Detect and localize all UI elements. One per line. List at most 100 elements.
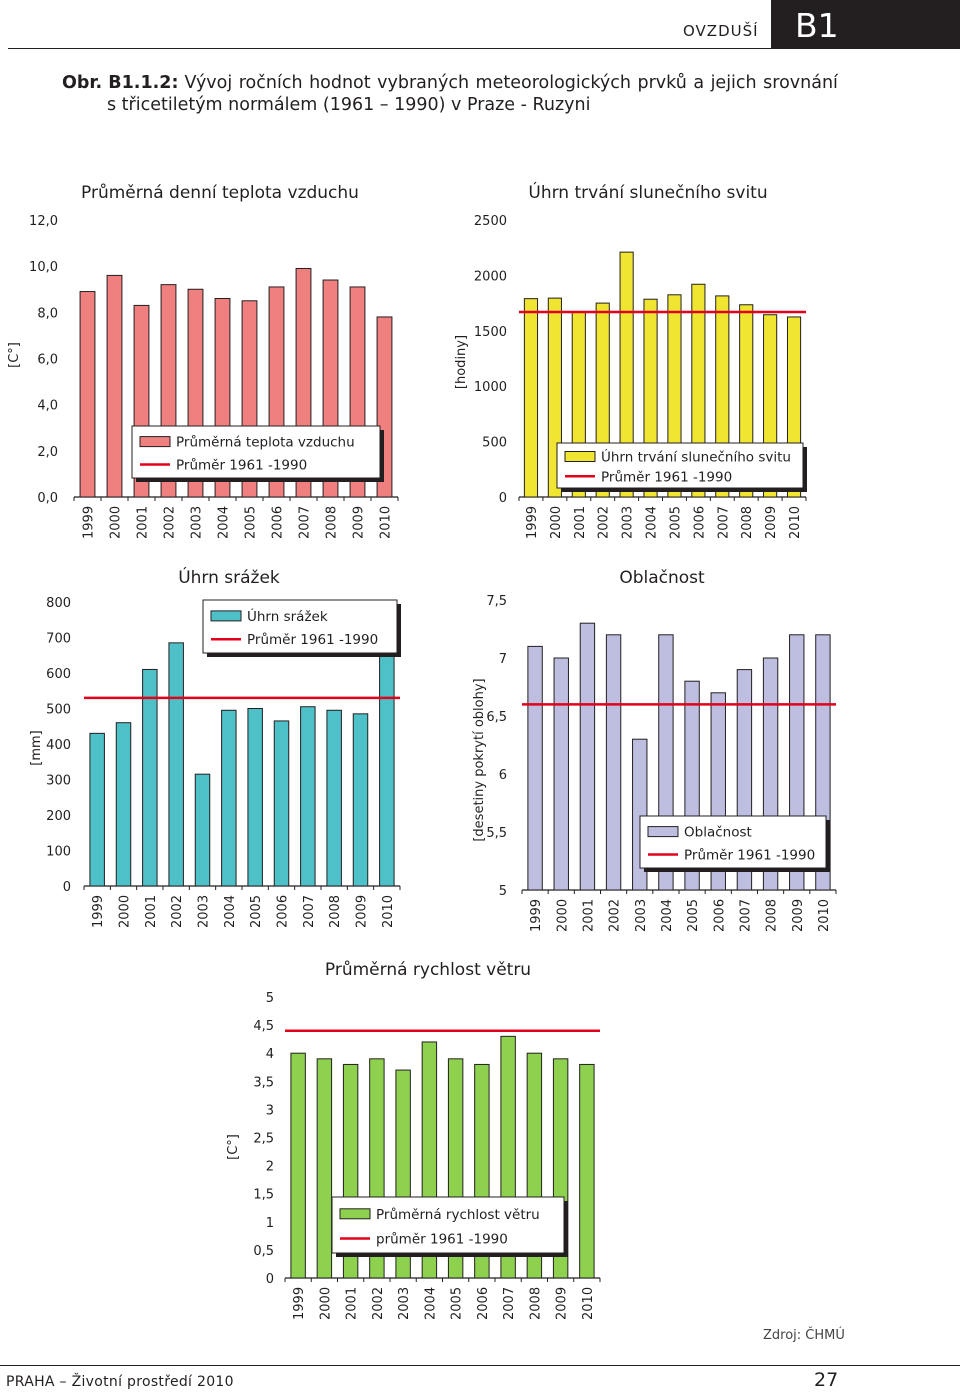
y-tick-label: 2000 [474, 269, 507, 284]
figure-caption: Obr. B1.1.2: Vývoj ročních hodnot vybraný… [62, 72, 838, 116]
chart-title: Průměrná rychlost větru [325, 960, 531, 980]
y-tick-label: 0 [63, 880, 71, 895]
x-tick-label: 2010 [581, 1287, 596, 1320]
page-number: 27 [814, 1369, 839, 1391]
y-tick-label: 0,0 [37, 491, 58, 506]
legend-label-normal: Průměr 1961 -1990 [601, 469, 732, 485]
y-tick-label: 7 [499, 652, 507, 667]
x-tick-label: 2006 [692, 506, 707, 539]
bar [579, 1063, 595, 1279]
legend-swatch-bar [339, 1208, 371, 1220]
y-axis-label: [hodiny] [454, 335, 469, 389]
x-tick-label: 2005 [450, 1287, 465, 1320]
x-tick-label: 2001 [573, 506, 588, 539]
y-tick-label: 10,0 [29, 260, 58, 275]
figure-caption-line-1: Obr. B1.1.2: Vývoj ročních hodnot vybraný… [62, 72, 838, 94]
legend-label-normal: Průměr 1961 -1990 [684, 847, 815, 863]
y-tick-label: 1500 [474, 325, 507, 340]
x-tick-label: 2009 [352, 506, 367, 539]
x-tick-label: 2000 [318, 1287, 333, 1320]
legend-label-series: Oblačnost [684, 825, 752, 841]
bar [290, 1052, 306, 1279]
section-title: OVZDUŠÍ [683, 22, 759, 40]
x-tick-label: 2000 [549, 506, 564, 539]
y-tick-label: 100 [46, 845, 71, 860]
x-tick-label: 2008 [528, 1287, 543, 1320]
x-tick-label: 2007 [302, 895, 317, 928]
x-tick-label: 2007 [298, 506, 313, 539]
y-tick-label: 4,0 [37, 399, 58, 414]
caption-word: ročních [238, 73, 303, 93]
x-tick-label: 2005 [668, 506, 683, 539]
bar [89, 732, 105, 887]
x-tick-label: 2004 [645, 506, 660, 539]
x-tick-label: 2001 [581, 899, 596, 932]
bar [115, 722, 132, 887]
y-tick-label: 7,5 [486, 594, 507, 609]
chapter-badge-label: B1 [795, 6, 839, 45]
x-tick-label: 1999 [292, 1287, 307, 1320]
y-axis-label: [C°] [7, 342, 22, 368]
legend-label-normal: průměr 1961 -1990 [376, 1231, 508, 1247]
x-tick-label: 2000 [555, 899, 570, 932]
bar [605, 634, 622, 891]
bar [553, 657, 569, 891]
legend-label-series: Úhrn trvání slunečního svitu [601, 448, 791, 466]
x-tick-label: 2007 [738, 899, 753, 932]
x-tick-label: 2002 [608, 899, 623, 932]
y-tick-label: 200 [46, 809, 71, 824]
x-tick-label: 2002 [371, 1287, 386, 1320]
caption-word: prvků [637, 73, 687, 93]
x-tick-label: 2005 [244, 506, 259, 539]
y-tick-label: 3 [266, 1103, 274, 1118]
x-tick-label: 2001 [144, 895, 159, 928]
y-tick-label: 300 [46, 774, 71, 789]
source-note: Zdroj: ČHMÚ [763, 1328, 845, 1343]
legend-swatch-bar [139, 436, 171, 448]
y-tick-label: 12,0 [29, 214, 58, 229]
y-tick-label: 0,5 [253, 1244, 274, 1259]
figure-number: Obr. B1.1.2: Vývoj [62, 73, 233, 93]
y-tick-label: 1 [266, 1216, 274, 1231]
caption-word: vybraných [377, 73, 470, 93]
x-tick-label: 2006 [712, 899, 727, 932]
bar [316, 1058, 333, 1279]
bar [619, 251, 634, 498]
y-tick-label: 5,5 [486, 826, 507, 841]
legend-label-normal: Průměr 1961 -1990 [247, 632, 378, 648]
legend-box [331, 1196, 565, 1254]
x-tick-label: 2009 [355, 895, 370, 928]
legend-label-normal: Průměr 1961 -1990 [176, 457, 307, 473]
y-tick-label: 700 [46, 632, 71, 647]
bar [247, 708, 263, 887]
y-axis-label: [desetiny pokrytí oblohy] [472, 678, 487, 841]
x-tick-label: 2005 [686, 899, 701, 932]
bar [194, 773, 211, 887]
y-tick-label: 600 [46, 667, 71, 682]
x-tick-label: 2005 [249, 895, 264, 928]
legend-swatch-bar [647, 826, 679, 838]
chart-title: Oblačnost [619, 568, 705, 588]
legend-box [556, 442, 804, 489]
x-tick-label: 2003 [397, 1287, 412, 1320]
x-tick-label: 2007 [502, 1287, 517, 1320]
legend-swatch-bar [210, 610, 242, 622]
x-tick-label: 2006 [271, 506, 286, 539]
y-axis-label: [C°] [226, 1134, 241, 1160]
x-tick-label: 2000 [109, 506, 124, 539]
x-tick-label: 2004 [660, 899, 675, 932]
x-tick-label: 2002 [597, 506, 612, 539]
bar [326, 709, 342, 887]
x-tick-label: 2010 [788, 506, 803, 539]
y-tick-label: 2,0 [37, 445, 58, 460]
legend-label-series: Průměrná teplota vzduchu [176, 435, 355, 451]
y-tick-label: 4,5 [253, 1019, 274, 1034]
caption-word: a [693, 73, 705, 93]
y-axis-label: [mm] [29, 730, 44, 765]
bar [579, 622, 596, 891]
legend-box [202, 599, 398, 654]
x-tick-label: 2006 [476, 1287, 491, 1320]
